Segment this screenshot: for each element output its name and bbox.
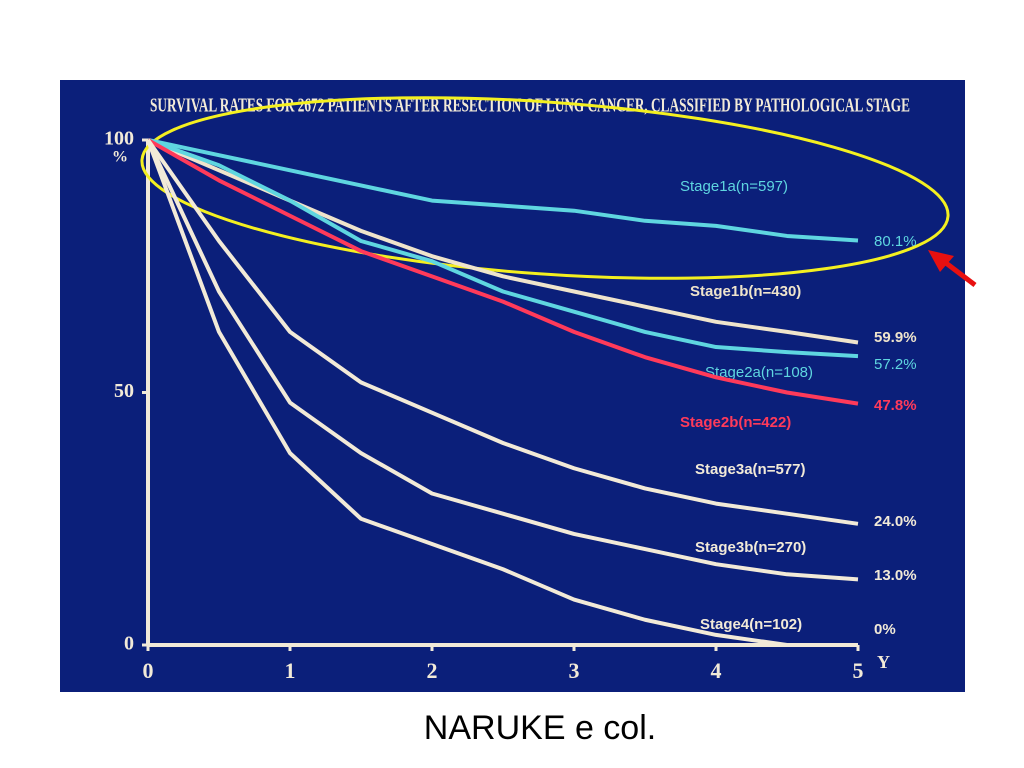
series-label: Stage4(n=102) bbox=[700, 616, 802, 633]
survival-curve bbox=[146, 139, 859, 582]
x-tick-label: 2 bbox=[427, 658, 438, 683]
caption: NARUKE e col. bbox=[424, 709, 656, 747]
x-tick-label: 5 bbox=[853, 658, 864, 683]
y-tick-label: 0 bbox=[124, 633, 134, 655]
x-tick-label: 1 bbox=[285, 658, 296, 683]
x-tick-label: 4 bbox=[711, 658, 722, 683]
series-label: Stage2a(n=108) bbox=[705, 364, 813, 381]
chart-title: SURVIVAL RATES FOR 2672 PATIENTS AFTER R… bbox=[150, 95, 910, 117]
series-label: Stage3a(n=577) bbox=[695, 461, 805, 478]
survival-curve bbox=[146, 139, 858, 647]
photo-background bbox=[60, 80, 965, 692]
y-unit: % bbox=[112, 149, 128, 166]
end-label: 47.8% bbox=[874, 397, 917, 414]
series-label: Stage1a(n=597) bbox=[680, 178, 788, 195]
survival-curve bbox=[147, 138, 859, 406]
end-label: 24.0% bbox=[874, 513, 917, 530]
end-label: 0% bbox=[874, 621, 896, 638]
end-label: 59.9% bbox=[874, 329, 917, 346]
end-label: 13.0% bbox=[874, 567, 917, 584]
series-label: Stage3b(n=270) bbox=[695, 539, 806, 556]
series-label: Stage2b(n=422) bbox=[680, 414, 791, 431]
survival-curve bbox=[147, 138, 859, 359]
survival-curve bbox=[146, 138, 859, 526]
y-tick-label: 50 bbox=[114, 380, 134, 402]
x-tick-label: 0 bbox=[143, 658, 154, 683]
end-label: 57.2% bbox=[874, 356, 917, 373]
highlight-ellipse bbox=[140, 96, 950, 280]
survival-curve bbox=[147, 138, 859, 243]
end-label: 80.1% bbox=[874, 233, 917, 250]
arrow-shaft bbox=[940, 258, 977, 287]
series-label: Stage1b(n=430) bbox=[690, 283, 801, 300]
x-tick-label: 3 bbox=[569, 658, 580, 683]
arrow-head bbox=[928, 250, 954, 272]
x-unit: Y bbox=[877, 652, 890, 672]
y-tick-label: 100 bbox=[104, 128, 134, 150]
